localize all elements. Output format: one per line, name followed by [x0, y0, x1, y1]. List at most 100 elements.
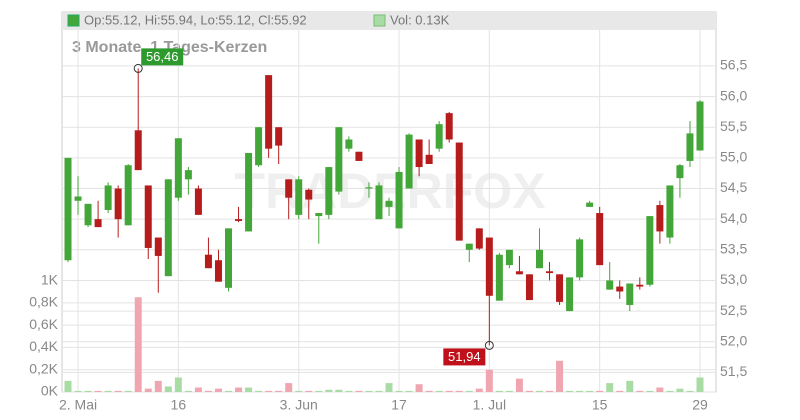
- candle-body: [194, 188, 202, 215]
- min-label: 51,94: [448, 349, 481, 364]
- candle-body: [315, 213, 323, 217]
- y-tick-label: 54,5: [720, 179, 747, 195]
- candle-body: [606, 280, 614, 290]
- volume-bar: [114, 390, 122, 392]
- volume-bar: [265, 390, 273, 392]
- y2-tick-label: 0,2K: [29, 360, 58, 376]
- volume-bar: [475, 388, 483, 392]
- y2-tick-label: 0,6K: [29, 316, 58, 332]
- x-tick-label: 29: [692, 397, 708, 413]
- volume-bar: [596, 390, 604, 392]
- volume-bar: [365, 390, 373, 392]
- x-tick-label: 16: [171, 397, 187, 413]
- max-marker: [133, 63, 143, 73]
- volume-bar: [485, 369, 493, 392]
- header-swatch: [67, 14, 80, 27]
- candle-body: [435, 124, 443, 149]
- candle-body: [626, 283, 634, 305]
- volume-bar: [606, 383, 614, 392]
- candle-body: [134, 130, 142, 171]
- volume-bar: [465, 390, 473, 392]
- volume-bar: [184, 390, 192, 392]
- y-tick-label: 52,5: [720, 302, 747, 318]
- candle-body: [586, 202, 594, 207]
- candle-body: [686, 133, 694, 161]
- volume-bar: [666, 390, 674, 392]
- volume-bar: [425, 390, 433, 392]
- candle-body: [465, 243, 473, 250]
- volume-bar: [656, 387, 664, 392]
- volume-bar: [335, 389, 343, 392]
- volume-bar: [275, 390, 283, 392]
- x-tick-label: 17: [391, 397, 407, 413]
- candle-body: [265, 75, 273, 149]
- candle-body: [74, 196, 82, 201]
- volume-bar: [235, 387, 243, 392]
- volume-bar: [104, 390, 112, 392]
- candle-body: [184, 170, 192, 180]
- volume-bar: [636, 390, 644, 392]
- header-volume: Vol: 0.13K: [390, 12, 450, 27]
- candle-body: [164, 179, 172, 277]
- y2-tick-label: 0K: [41, 383, 59, 399]
- volume-bar: [315, 390, 323, 392]
- candle-body: [405, 134, 413, 189]
- candle-body: [375, 185, 383, 220]
- volume-bar: [525, 390, 533, 392]
- header-ohlc: Op:55.12, Hi:55.94, Lo:55.12, Cl:55.92: [84, 12, 307, 27]
- volume-bar: [566, 390, 574, 392]
- candle-body: [535, 249, 543, 269]
- volume-bar: [586, 390, 594, 392]
- max-label-box: [141, 48, 184, 66]
- volume-bar: [515, 378, 523, 392]
- y-tick-label: 53,5: [720, 241, 747, 257]
- y2-tick-label: 0,4K: [29, 338, 58, 354]
- volume-bar: [395, 390, 403, 392]
- candle-body: [425, 154, 433, 164]
- candle-body: [656, 205, 664, 232]
- candle-body: [204, 254, 212, 269]
- candle-body: [515, 271, 523, 275]
- candle-body: [566, 277, 574, 312]
- candle-body: [214, 260, 222, 282]
- candle-body: [94, 219, 102, 228]
- volume-bar: [174, 377, 182, 392]
- candle-body: [235, 219, 243, 221]
- candle-body: [576, 239, 584, 278]
- candle-body: [325, 167, 333, 215]
- volume-bar: [154, 380, 162, 392]
- min-marker: [484, 340, 494, 350]
- candle-body: [445, 113, 453, 140]
- candle-body: [144, 185, 152, 248]
- volume-bar: [576, 390, 584, 392]
- volume-bar: [626, 380, 634, 392]
- candle-body: [124, 165, 132, 226]
- volume-bar: [134, 297, 142, 392]
- candle-body: [84, 203, 92, 226]
- volume-bar: [345, 390, 353, 392]
- volume-bar: [214, 388, 222, 392]
- candle-body: [174, 138, 182, 198]
- candle-body: [646, 216, 654, 285]
- volume-bar: [225, 390, 233, 392]
- volume-bar: [375, 390, 383, 392]
- candle-body: [636, 284, 644, 287]
- candle-body: [596, 213, 604, 266]
- candle-body: [245, 152, 253, 232]
- y2-tick-label: 1K: [41, 271, 59, 287]
- volume-bar: [295, 390, 303, 392]
- volume-bar: [686, 390, 694, 392]
- y-tick-label: 55,0: [720, 149, 747, 165]
- volume-bar: [676, 388, 684, 392]
- volume-bar: [325, 389, 333, 392]
- x-tick-label: 2. Mai: [59, 397, 97, 413]
- volume-bar: [385, 383, 393, 392]
- volume-bar: [546, 390, 554, 392]
- volume-bar: [94, 390, 102, 392]
- volume-bar: [74, 390, 82, 392]
- watermark: TRADERFOX: [234, 163, 545, 219]
- candle-body: [475, 228, 483, 249]
- volume-bar: [556, 360, 564, 392]
- x-tick-label: 3. Jun: [280, 397, 318, 413]
